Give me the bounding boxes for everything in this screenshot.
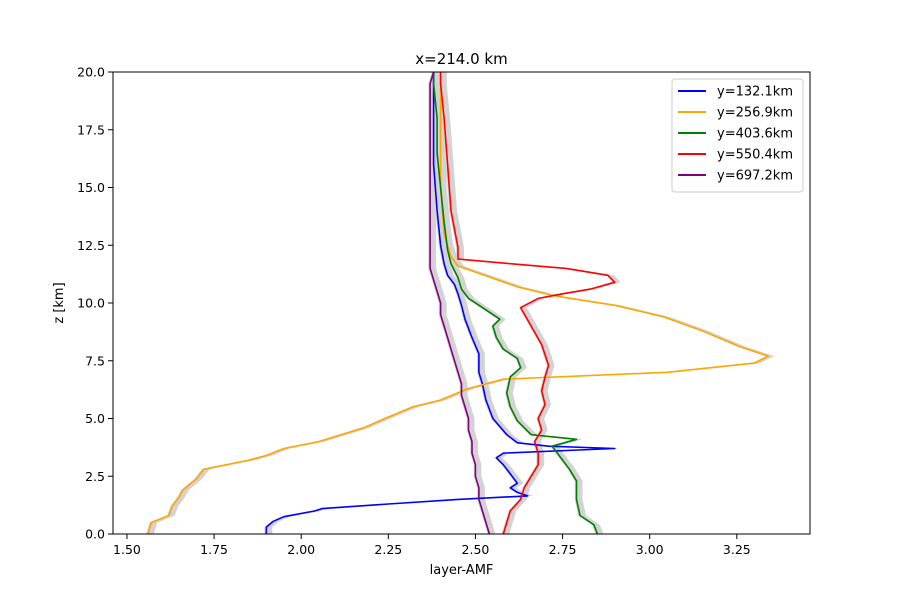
legend-entry: y=697.2km	[717, 169, 793, 184]
x-tick-label: 2.50	[462, 542, 490, 557]
x-tick-label: 2.25	[374, 542, 402, 557]
y-tick-label: 2.5	[85, 469, 105, 484]
y-tick-label: 12.5	[77, 238, 105, 253]
series-lines	[147, 71, 769, 535]
series-line-0	[265, 72, 616, 534]
y-tick-label: 5.0	[85, 411, 105, 426]
x-tick-label: 1.75	[200, 542, 228, 557]
legend-box	[671, 78, 804, 193]
series-line-4	[429, 71, 491, 535]
x-tick-label: 1.50	[113, 542, 141, 557]
x-axis-ticks: 1.50 1.75 2.00 2.25 2.50 2.75 3.00 3.25	[113, 534, 751, 557]
y-axis-label: z [km]	[52, 282, 67, 323]
legend: y=132.1km y=256.9km y=403.6km y=550.4km y=69…	[671, 78, 804, 193]
x-tick-label: 3.00	[636, 542, 664, 557]
y-tick-label: 7.5	[85, 353, 105, 368]
series-line-3	[439, 72, 616, 535]
legend-entry: y=132.1km	[717, 85, 793, 100]
x-tick-label: 2.00	[287, 542, 315, 557]
y-tick-label: 15.0	[77, 180, 105, 195]
x-axis-label: layer-AMF	[430, 563, 494, 578]
uncertainty-band-2	[431, 72, 604, 534]
y-tick-label: 20.0	[77, 65, 105, 80]
uncertainty-band-4	[428, 72, 496, 534]
legend-entry: y=256.9km	[717, 106, 793, 121]
y-axis-ticks: 0.0 2.5 5.0 7.5 10.0 12.5 15.0 17.5 20.0	[77, 65, 113, 542]
x-tick-label: 3.25	[723, 542, 751, 557]
y-tick-label: 0.0	[85, 527, 105, 542]
y-tick-label: 17.5	[77, 122, 105, 137]
y-tick-label: 10.0	[77, 296, 105, 311]
legend-entry: y=550.4km	[717, 148, 793, 163]
series-line-2	[432, 72, 599, 535]
chart-title: x=214.0 km	[415, 50, 507, 68]
legend-entry: y=403.6km	[717, 127, 793, 142]
series-line-1	[147, 72, 769, 535]
x-tick-label: 2.75	[549, 542, 577, 557]
